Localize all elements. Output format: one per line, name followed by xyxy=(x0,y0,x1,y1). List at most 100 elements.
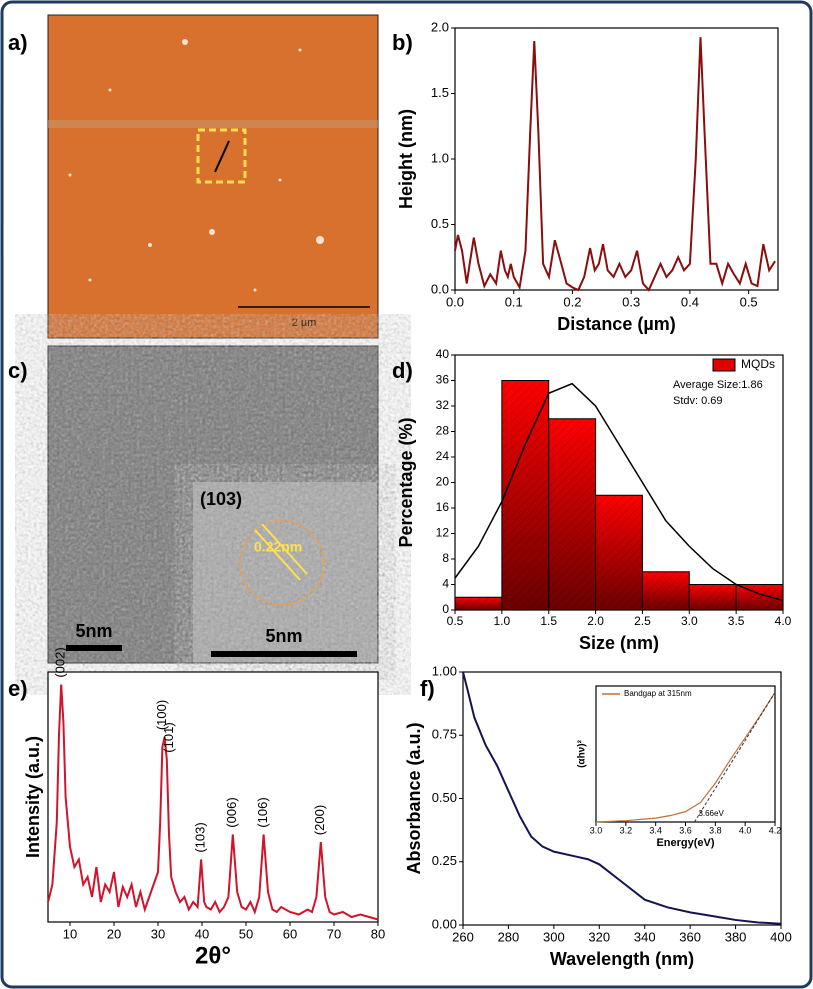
x-tick-label: 0.3 xyxy=(622,294,640,309)
x-axis-label: 2θ° xyxy=(195,942,231,969)
spacing-label: 0.22nm xyxy=(254,539,302,555)
peak-label: (100) xyxy=(154,700,169,730)
x-tick-label: 300 xyxy=(543,929,565,944)
bar-hatch xyxy=(501,380,549,610)
x-tick-label: 50 xyxy=(239,926,253,941)
legend-swatch xyxy=(712,358,736,372)
bar-hatch xyxy=(642,571,690,610)
x-tick-label: 360 xyxy=(679,929,701,944)
x-tick-label: 80 xyxy=(371,926,385,941)
y-axis-label: Percentage (%) xyxy=(396,417,416,547)
panel-label: e) xyxy=(8,676,28,701)
x-tick-label: 0.2 xyxy=(563,294,581,309)
legend-label: MQDs xyxy=(741,357,775,371)
y-tick-label: 4 xyxy=(442,577,449,591)
peak-label: (101) xyxy=(161,722,176,752)
x-tick-label: 30 xyxy=(151,926,165,941)
panel-label: a) xyxy=(8,30,28,55)
bar-hatch xyxy=(736,584,783,610)
tem-image: 5nm (103) 0.22nm 5nm xyxy=(47,345,379,664)
x-tick-label: 380 xyxy=(725,929,747,944)
peak-label: (200) xyxy=(312,805,327,835)
y-tick-label: 36 xyxy=(436,373,450,387)
line xyxy=(462,671,782,925)
x-tick-label: 0.5 xyxy=(447,614,464,628)
x-tick-label: 3.4 xyxy=(649,825,662,835)
plot-frame xyxy=(454,27,779,291)
peak-label: (002) xyxy=(53,647,68,677)
y-tick-label: 0.75 xyxy=(432,727,457,742)
x-tick-label: 20 xyxy=(107,926,121,941)
y-tick-label: 40 xyxy=(436,347,450,361)
y-axis-label: Absorbance (a.u.) xyxy=(404,722,424,874)
x-tick-label: 40 xyxy=(195,926,209,941)
annotation: Stdv: 0.69 xyxy=(673,395,723,407)
x-tick-label: 2.0 xyxy=(587,614,604,628)
x-tick-label: 3.0 xyxy=(590,825,603,835)
x-tick-label: 3.8 xyxy=(709,825,722,835)
y-axis-label: (αhν)² xyxy=(577,739,588,767)
y-tick-label: 12 xyxy=(436,526,450,540)
y-tick-label: 0.25 xyxy=(432,853,457,868)
afm-image: 2 µm xyxy=(47,14,379,339)
y-tick-label: 1.00 xyxy=(432,663,457,678)
x-tick-label: 3.0 xyxy=(681,614,698,628)
y-tick-label: 32 xyxy=(436,398,450,412)
y-axis-label: Height (nm) xyxy=(396,109,416,209)
line xyxy=(47,684,379,921)
x-tick-label: 2.5 xyxy=(634,614,651,628)
x-tick-label: 1.0 xyxy=(494,614,511,628)
x-tick-label: 0.4 xyxy=(681,294,699,309)
x-tick-label: 60 xyxy=(283,926,297,941)
tangent-line xyxy=(694,692,776,823)
x-tick-label: 280 xyxy=(498,929,520,944)
y-axis-label: Intensity (a.u.) xyxy=(23,736,43,858)
x-tick-label: 10 xyxy=(63,926,77,941)
x-tick-label: 260 xyxy=(452,929,474,944)
scale-bar-label: 2 µm xyxy=(292,317,317,329)
y-tick-label: 0 xyxy=(442,602,449,616)
y-tick-label: 0.5 xyxy=(431,216,449,231)
y-tick-label: 8 xyxy=(442,551,449,565)
peak-label: (103) xyxy=(193,822,208,852)
scale-bar-label: 5nm xyxy=(75,621,112,641)
legend-label: Bandgap at 315nm xyxy=(624,689,692,698)
fit-curve xyxy=(454,382,784,602)
y-tick-label: 2.0 xyxy=(431,19,449,34)
x-tick-label: 1.5 xyxy=(540,614,557,628)
line xyxy=(595,692,776,823)
x-axis-label: Distance (µm) xyxy=(557,314,675,334)
x-axis-label: Energy(eV) xyxy=(656,837,714,849)
y-tick-label: 0.50 xyxy=(432,790,457,805)
peak-label: (006) xyxy=(224,797,239,827)
plane-label: (103) xyxy=(200,489,242,509)
y-tick-label: 20 xyxy=(436,475,450,489)
panel-label: c) xyxy=(8,358,28,383)
annotation: 3.66eV xyxy=(698,809,724,818)
x-tick-label: 3.6 xyxy=(679,825,692,835)
x-tick-label: 0.0 xyxy=(446,294,464,309)
annotation: Average Size:1.86 xyxy=(673,379,763,391)
x-tick-label: 340 xyxy=(634,929,656,944)
panel-label: f) xyxy=(420,676,435,701)
bar-hatch xyxy=(455,597,502,610)
bar-hatch xyxy=(689,584,737,610)
panel-label: d) xyxy=(392,358,413,383)
panel-label: b) xyxy=(392,30,413,55)
x-tick-label: 400 xyxy=(770,929,792,944)
y-tick-label: 0.00 xyxy=(432,916,457,931)
x-axis-label: Size (nm) xyxy=(579,633,659,653)
y-tick-label: 0.0 xyxy=(431,281,449,296)
x-tick-label: 4.2 xyxy=(769,825,782,835)
x-tick-label: 4.0 xyxy=(739,825,752,835)
x-tick-label: 3.2 xyxy=(620,825,633,835)
plot-frame xyxy=(47,671,379,923)
y-tick-label: 24 xyxy=(436,449,450,463)
bar-hatch xyxy=(595,495,643,610)
x-axis-label: Wavelength (nm) xyxy=(550,949,694,969)
y-tick-label: 16 xyxy=(436,500,450,514)
y-tick-label: 28 xyxy=(436,424,450,438)
y-tick-label: 1.0 xyxy=(431,150,449,165)
